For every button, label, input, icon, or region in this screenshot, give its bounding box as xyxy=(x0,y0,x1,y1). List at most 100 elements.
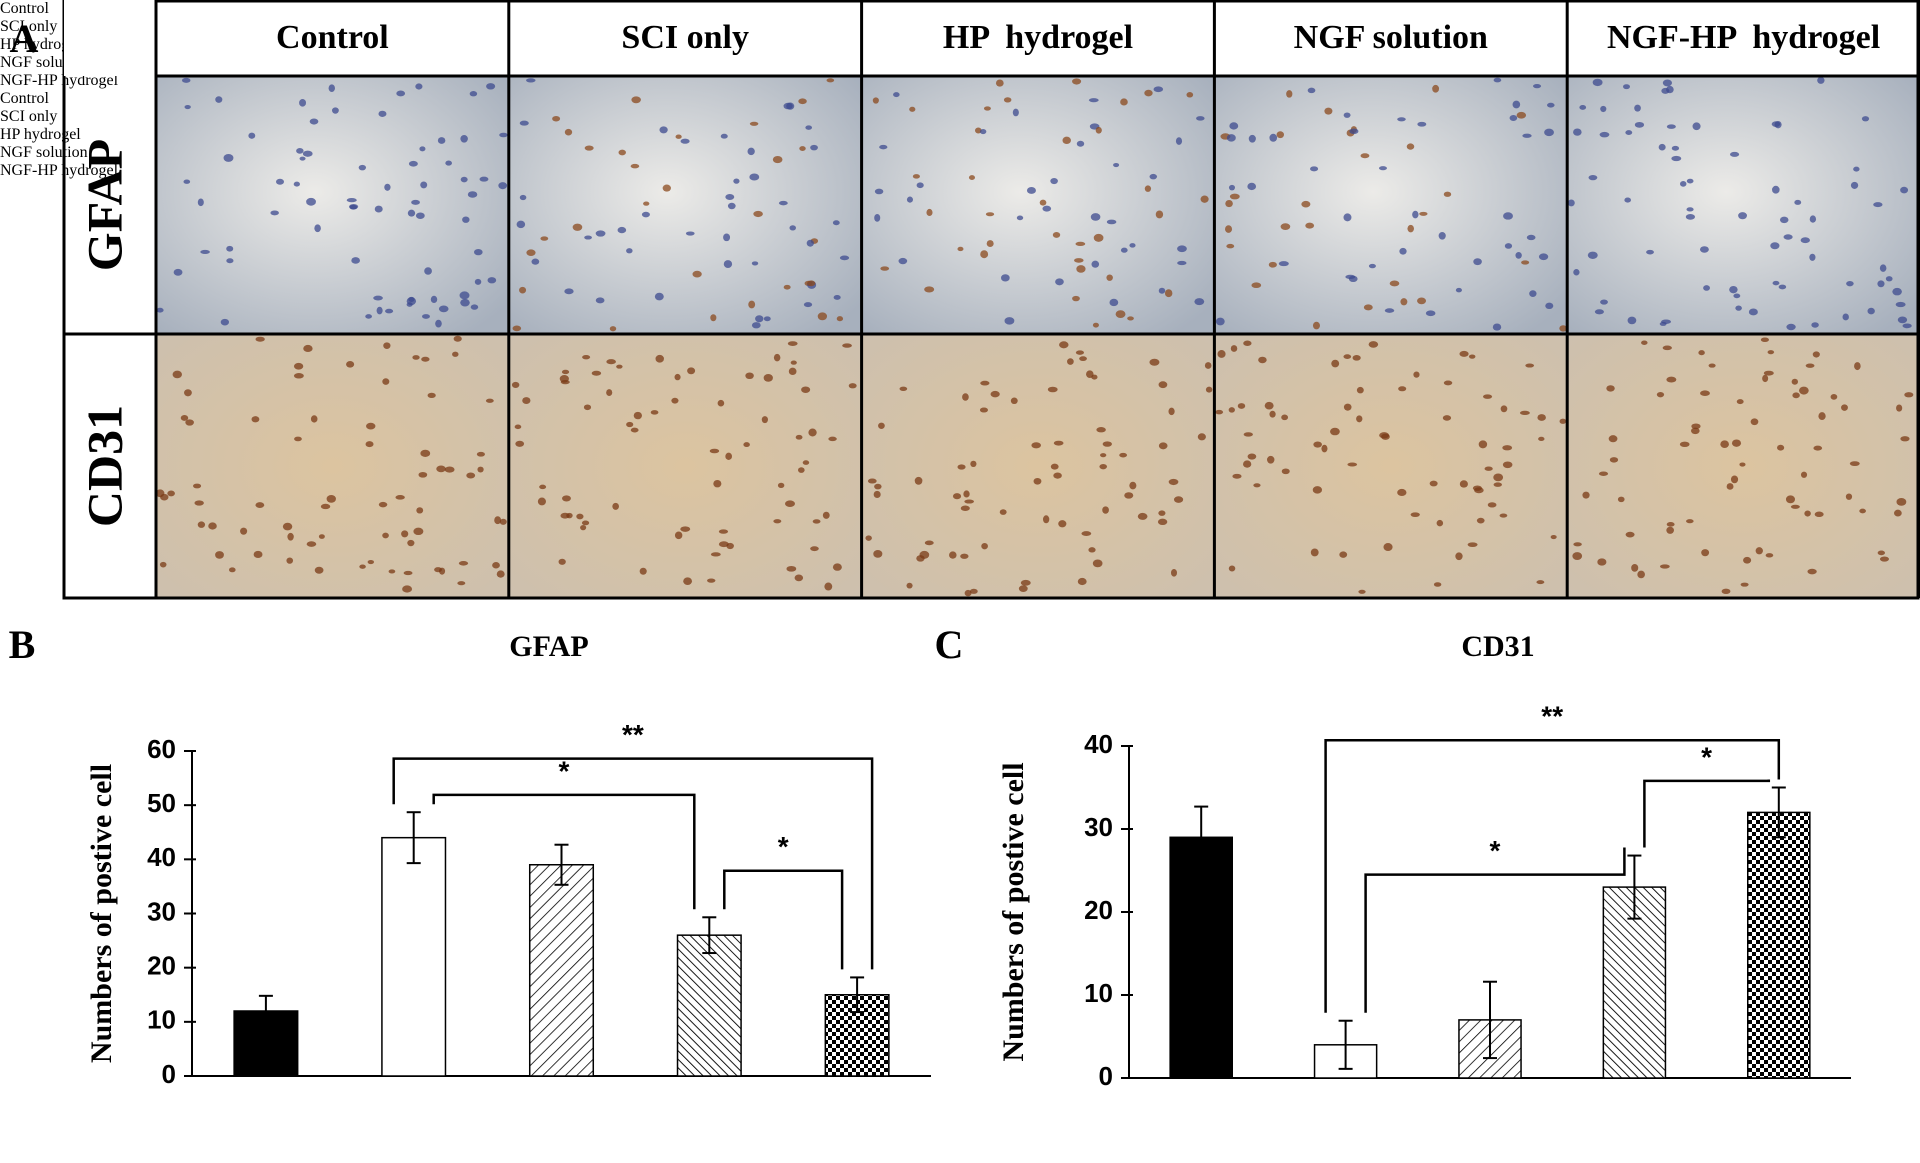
cell-stain xyxy=(763,374,773,382)
cell-stain xyxy=(1018,585,1028,592)
cell-stain xyxy=(1522,133,1532,138)
cell-stain xyxy=(1483,394,1493,399)
y-tick-label: 60 xyxy=(147,734,176,764)
y-tick-label: 30 xyxy=(1084,812,1113,842)
cell-stain xyxy=(1743,556,1752,564)
cell-stain xyxy=(1809,253,1816,261)
cell-stain xyxy=(1215,317,1225,326)
cell-stain xyxy=(474,278,482,285)
cell-stain xyxy=(1799,386,1809,395)
cell-stain xyxy=(1812,351,1820,358)
cell-stain xyxy=(755,315,764,323)
cell-stain xyxy=(299,98,307,107)
cell-stain xyxy=(1352,355,1361,361)
cell-stain xyxy=(1662,345,1672,351)
cell-stain xyxy=(581,520,590,526)
cell-stain xyxy=(1168,407,1175,416)
cell-stain xyxy=(1503,212,1513,220)
cell-stain xyxy=(418,471,428,478)
cell-stain xyxy=(805,125,813,130)
cell-stain xyxy=(1321,444,1328,453)
cell-stain xyxy=(416,507,424,514)
cell-stain xyxy=(420,449,431,457)
cell-stain xyxy=(1149,358,1160,366)
cell-stain xyxy=(957,464,966,470)
cell-stain xyxy=(1050,463,1059,470)
cell-stain xyxy=(1515,252,1522,259)
cell-stain xyxy=(612,502,619,510)
cell-stain xyxy=(427,392,436,398)
cell-stain xyxy=(365,314,373,319)
cell-stain xyxy=(1476,517,1485,524)
cell-stain xyxy=(979,407,988,413)
cell-stain xyxy=(1895,301,1906,308)
cell-stain xyxy=(995,79,1004,87)
cell-stain xyxy=(584,145,594,151)
cell-stain xyxy=(1379,166,1387,171)
cell-stain xyxy=(1493,482,1502,487)
cell-stain xyxy=(1384,308,1395,313)
cell-stain xyxy=(1765,553,1774,558)
cell-stain xyxy=(1634,104,1641,112)
cell-stain xyxy=(1226,243,1235,249)
cell-stain xyxy=(1093,233,1104,242)
cell-stain xyxy=(1090,213,1101,221)
cell-stain xyxy=(833,295,841,300)
cell-stain xyxy=(1902,323,1912,329)
cell-stain xyxy=(1076,265,1086,273)
cell-stain xyxy=(1363,304,1373,311)
significance-label: * xyxy=(1701,741,1712,772)
cell-stain xyxy=(395,495,405,500)
cell-stain xyxy=(318,534,325,539)
cell-stain xyxy=(616,364,623,369)
cell-stain xyxy=(512,325,522,332)
cell-stain xyxy=(1720,440,1729,449)
panel-label: C xyxy=(935,622,964,667)
cell-stain xyxy=(1545,302,1554,310)
cell-stain xyxy=(1800,237,1810,244)
cell-stain xyxy=(1850,181,1859,189)
cell-stain xyxy=(1779,216,1789,224)
cell-stain xyxy=(1547,102,1555,108)
cell-stain xyxy=(215,551,224,559)
cell-stain xyxy=(1623,84,1630,90)
column-header: NGF-HP hydrogel xyxy=(1607,19,1880,56)
cell-stain xyxy=(980,380,990,386)
cell-stain xyxy=(293,362,304,370)
cell-stain xyxy=(1845,493,1853,500)
cell-stain xyxy=(376,306,383,315)
cell-stain xyxy=(1153,86,1164,93)
column-header: Control xyxy=(276,19,389,56)
cell-stain xyxy=(1700,390,1710,396)
cell-stain xyxy=(983,106,991,111)
cell-stain xyxy=(1229,193,1240,200)
cell-stain xyxy=(1493,77,1502,83)
cell-stain xyxy=(785,500,795,508)
cell-stain xyxy=(564,128,573,136)
cell-stain xyxy=(226,245,234,252)
cell-stain xyxy=(1016,215,1024,221)
cell-stain xyxy=(1774,120,1782,129)
cell-stain xyxy=(1228,184,1235,191)
cell-stain xyxy=(968,175,975,181)
cell-stain xyxy=(1599,131,1610,138)
cell-stain xyxy=(1092,322,1099,328)
cell-stain xyxy=(777,482,785,489)
cell-stain xyxy=(1735,305,1742,311)
significance-label: ** xyxy=(1541,701,1563,732)
cell-stain xyxy=(276,178,284,185)
cell-stain xyxy=(519,194,527,201)
cell-stain xyxy=(1383,543,1393,551)
cell-stain xyxy=(1739,462,1746,467)
cell-stain xyxy=(346,361,355,368)
cell-stain xyxy=(183,179,191,184)
cell-stain xyxy=(194,500,204,506)
cell-stain xyxy=(817,312,828,321)
cell-stain xyxy=(872,97,879,104)
cell-stain xyxy=(1343,213,1352,222)
cell-stain xyxy=(986,240,994,248)
cell-stain xyxy=(1763,370,1774,376)
cell-stain xyxy=(1417,297,1427,305)
cell-stain xyxy=(419,146,426,152)
cell-stain xyxy=(1786,323,1796,331)
